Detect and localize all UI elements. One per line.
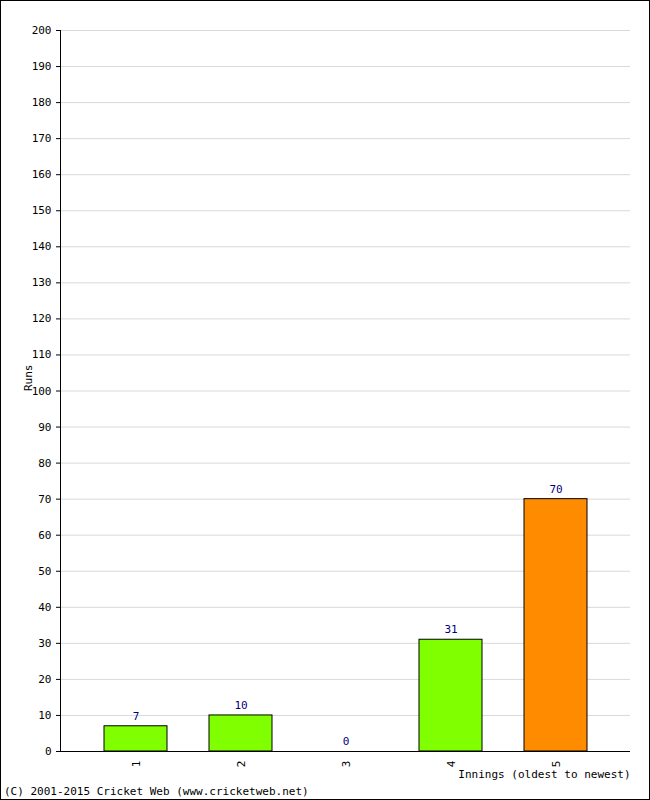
svg-text:5: 5 xyxy=(550,761,563,768)
svg-text:10: 10 xyxy=(234,699,247,712)
svg-text:10: 10 xyxy=(38,709,51,722)
svg-text:200: 200 xyxy=(32,24,52,37)
svg-text:3: 3 xyxy=(340,761,353,768)
svg-text:130: 130 xyxy=(32,276,52,289)
svg-text:120: 120 xyxy=(32,312,52,325)
svg-text:140: 140 xyxy=(32,240,52,253)
svg-text:7: 7 xyxy=(133,710,140,723)
svg-text:150: 150 xyxy=(32,204,52,217)
svg-text:80: 80 xyxy=(38,457,51,470)
svg-text:2: 2 xyxy=(235,761,248,768)
svg-text:180: 180 xyxy=(32,96,52,109)
svg-text:20: 20 xyxy=(38,673,51,686)
svg-text:50: 50 xyxy=(38,565,51,578)
svg-text:30: 30 xyxy=(38,637,51,650)
svg-text:0: 0 xyxy=(45,745,52,758)
svg-text:60: 60 xyxy=(38,529,51,542)
svg-text:31: 31 xyxy=(444,623,457,636)
svg-text:170: 170 xyxy=(32,132,52,145)
svg-text:70: 70 xyxy=(549,483,562,496)
svg-text:190: 190 xyxy=(32,60,52,73)
svg-text:Runs: Runs xyxy=(22,365,35,392)
svg-text:1: 1 xyxy=(130,761,143,768)
svg-text:90: 90 xyxy=(38,421,51,434)
svg-text:4: 4 xyxy=(445,760,458,767)
svg-text:100: 100 xyxy=(31,384,52,398)
html-text:(C) 2001-2015 Cricket Web (www: (C) 2001-2015 Cricket Web (www.cricketwe… xyxy=(4,785,309,798)
svg-text:110: 110 xyxy=(32,348,52,361)
svg-text:70: 70 xyxy=(38,493,51,506)
svg-text:40: 40 xyxy=(38,601,51,614)
svg-text:Innings (oldest to newest): Innings (oldest to newest) xyxy=(458,768,630,781)
svg-text:160: 160 xyxy=(32,168,52,181)
svg-text:0: 0 xyxy=(343,735,350,748)
